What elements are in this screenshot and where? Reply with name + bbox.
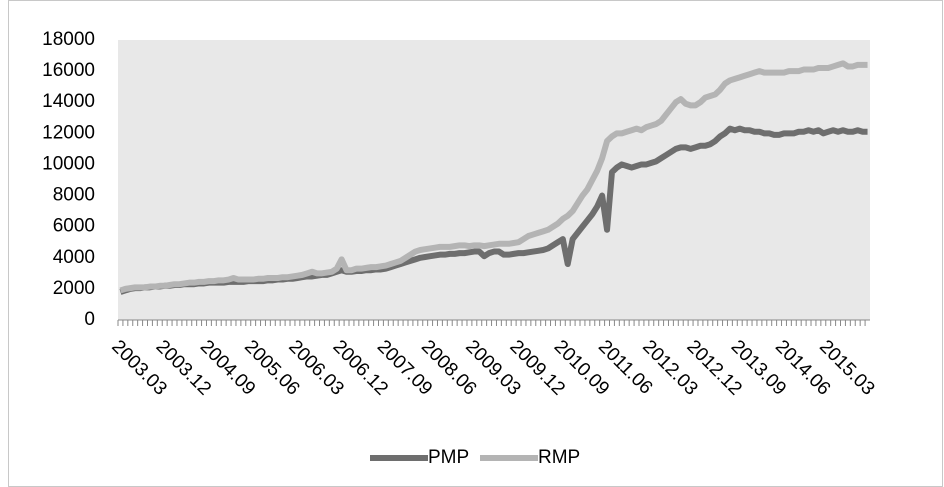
y-tick-label: 18000 <box>42 29 95 50</box>
y-tick-label: 8000 <box>53 185 95 206</box>
y-tick-label: 10000 <box>42 153 95 174</box>
y-tick-label: 16000 <box>42 60 95 81</box>
y-tick-label: 2000 <box>53 278 95 299</box>
y-tick-label: 4000 <box>53 247 95 268</box>
y-tick-label: 0 <box>84 309 95 330</box>
y-tick-label: 12000 <box>42 122 95 143</box>
chart: 0 2000 4000 6000 8000 10000 12000 14000 16000 180… <box>0 0 944 487</box>
y-tick-label: 6000 <box>53 216 95 237</box>
y-tick-label: 14000 <box>42 91 95 112</box>
legend-label: PMP <box>428 447 469 468</box>
legend-label: RMP <box>538 447 580 468</box>
